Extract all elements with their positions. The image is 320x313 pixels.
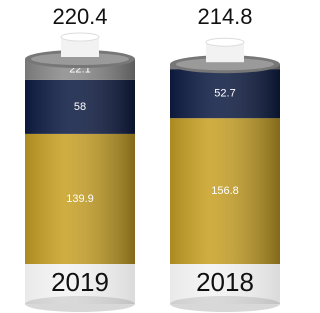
total-label: 220.4 — [52, 4, 107, 29]
total-label: 214.8 — [197, 4, 252, 29]
year-label: 2018 — [196, 267, 254, 297]
cylinder-knob-top — [206, 38, 244, 46]
cylinder-knob-top — [61, 33, 99, 41]
segment-label: 58 — [74, 101, 86, 113]
segment-label: 139.9 — [66, 193, 94, 205]
segment-label: 52.7 — [214, 88, 235, 100]
year-label: 2019 — [51, 267, 109, 297]
chart: 2019139.95822.10.4220.42018156.852.75.32… — [0, 0, 307, 313]
segment-label: 156.8 — [211, 185, 239, 197]
